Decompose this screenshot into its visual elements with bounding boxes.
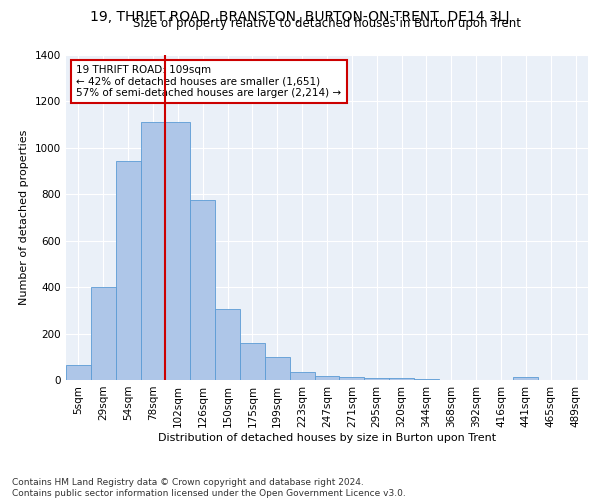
- Bar: [514, 377, 538, 380]
- Bar: [290, 372, 314, 380]
- Bar: [389, 378, 414, 380]
- X-axis label: Distribution of detached houses by size in Burton upon Trent: Distribution of detached houses by size …: [158, 432, 496, 442]
- Bar: [265, 357, 290, 380]
- Bar: [66, 365, 91, 380]
- Bar: [340, 376, 364, 380]
- Bar: [190, 200, 215, 380]
- Bar: [140, 122, 166, 380]
- Y-axis label: Number of detached properties: Number of detached properties: [19, 130, 29, 305]
- Text: 19, THRIFT ROAD, BRANSTON, BURTON-ON-TRENT, DE14 3LJ: 19, THRIFT ROAD, BRANSTON, BURTON-ON-TRE…: [90, 10, 510, 24]
- Bar: [91, 287, 116, 380]
- Text: 19 THRIFT ROAD: 109sqm
← 42% of detached houses are smaller (1,651)
57% of semi-: 19 THRIFT ROAD: 109sqm ← 42% of detached…: [76, 64, 341, 98]
- Title: Size of property relative to detached houses in Burton upon Trent: Size of property relative to detached ho…: [133, 17, 521, 30]
- Bar: [215, 309, 240, 380]
- Text: Contains HM Land Registry data © Crown copyright and database right 2024.
Contai: Contains HM Land Registry data © Crown c…: [12, 478, 406, 498]
- Bar: [240, 343, 265, 380]
- Bar: [166, 122, 190, 380]
- Bar: [314, 376, 340, 380]
- Bar: [116, 160, 140, 380]
- Bar: [364, 378, 389, 380]
